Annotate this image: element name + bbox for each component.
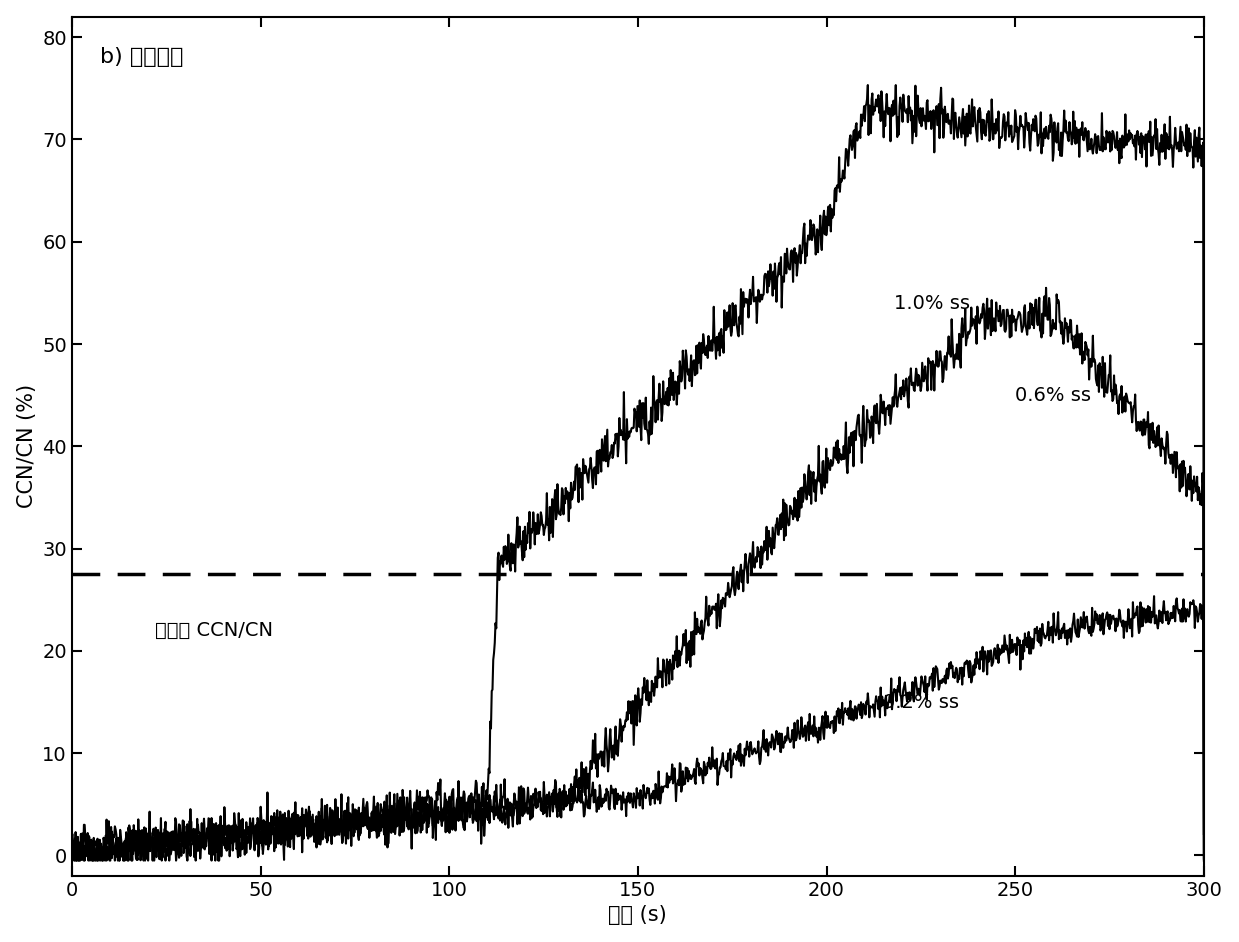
Text: b) 小麦秸秆: b) 小麦秸秆 xyxy=(100,47,183,67)
X-axis label: 时间 (s): 时间 (s) xyxy=(608,905,668,925)
Text: 1.0% ss: 1.0% ss xyxy=(895,294,970,313)
Text: 0.6% ss: 0.6% ss xyxy=(1015,385,1092,405)
Text: 0.2% ss: 0.2% ss xyxy=(883,692,959,711)
Text: 空气中 CCN/CN: 空气中 CCN/CN xyxy=(155,621,273,640)
Y-axis label: CCN/CN (%): CCN/CN (%) xyxy=(16,384,37,509)
